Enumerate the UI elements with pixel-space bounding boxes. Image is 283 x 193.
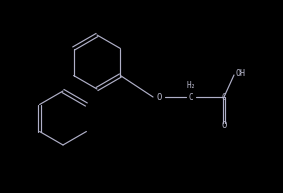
Text: C: C <box>189 92 193 102</box>
Text: O: O <box>156 92 162 102</box>
Text: OH: OH <box>236 69 246 78</box>
Text: C: C <box>222 92 226 102</box>
Text: H₂: H₂ <box>186 81 196 91</box>
Text: O: O <box>221 122 227 130</box>
